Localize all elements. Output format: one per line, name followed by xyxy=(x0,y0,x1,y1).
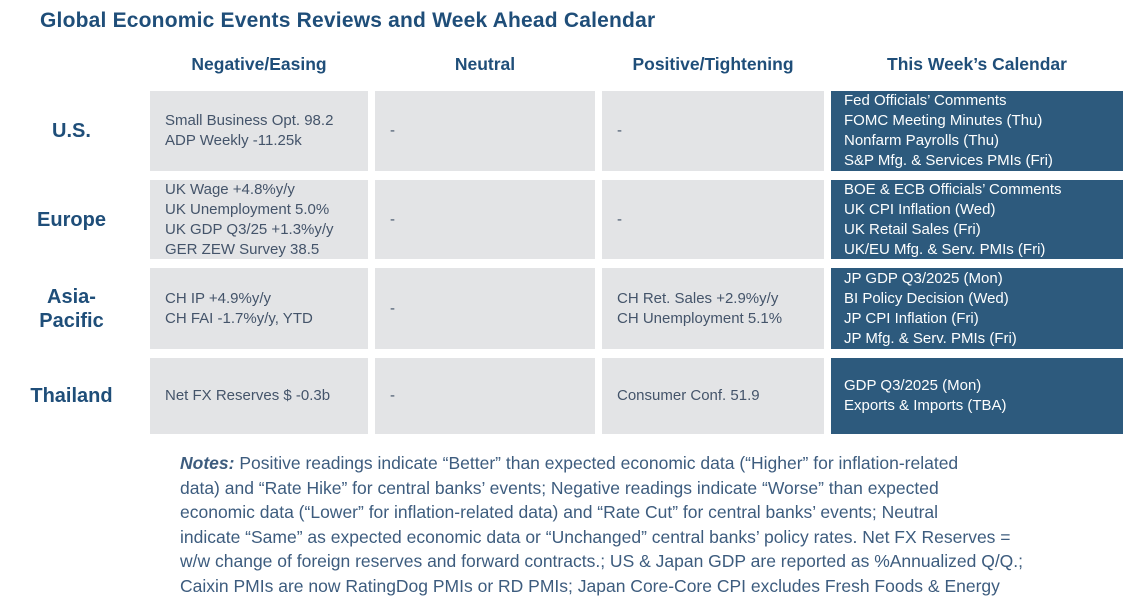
cell-line: Net FX Reserves $ -0.3b xyxy=(165,387,331,404)
cell-thailand-negative: Net FX Reserves $ -0.3b xyxy=(150,358,368,434)
notes-line: Notes: Positive readings indicate “Bette… xyxy=(180,451,1130,476)
notes-line: Caixin PMIs are now RatingDog PMIs or RD… xyxy=(180,575,1000,596)
cell-line: JP GDP Q3/2025 (Mon) xyxy=(844,269,1003,287)
cell-line: - xyxy=(390,387,395,404)
row-label-asia-pacific: Asia- Pacific xyxy=(39,285,104,332)
cell-line: Fed Officials’ Comments xyxy=(844,92,1007,109)
notes-line: w/w change of foreign reserves and forwa… xyxy=(180,551,1024,571)
cell-europe-positive: - xyxy=(602,180,824,259)
cell-line: Exports & Imports (TBA) xyxy=(844,397,1007,414)
cell-line: - xyxy=(390,210,395,228)
cell-line: ADP Weekly -11.25k xyxy=(165,132,302,149)
cell-us-neutral: - xyxy=(375,91,595,171)
column-header-neutral: Neutral xyxy=(454,53,516,74)
cell-line: UK Wage +4.8%y/y xyxy=(165,180,295,198)
cell-line: JP Mfg. & Serv. PMIs (Fri) xyxy=(844,329,1017,347)
row-label-europe: Europe xyxy=(37,208,106,231)
table-corner xyxy=(0,46,143,82)
cell-line: Nonfarm Payrolls (Thu) xyxy=(844,132,1000,149)
cell-us-negative: Small Business Opt. 98.2 ADP Weekly -11.… xyxy=(150,91,368,171)
cell-line: JP CPI Inflation (Fri) xyxy=(844,309,979,327)
cell-thailand-calendar: GDP Q3/2025 (Mon) Exports & Imports (TBA… xyxy=(831,358,1123,434)
row-label-thailand: Thailand xyxy=(30,385,113,407)
notes: Notes: Positive readings indicate “Bette… xyxy=(180,451,1130,598)
cell-asia-pacific-calendar: JP GDP Q3/2025 (Mon) BI Policy Decision … xyxy=(831,268,1123,349)
cell-asia-pacific-negative: CH IP +4.9%y/y CH FAI -1.7%y/y, YTD xyxy=(150,268,368,349)
column-header-negative: Negative/Easing xyxy=(191,53,327,74)
cell-line: Small Business Opt. 98.2 xyxy=(165,112,334,129)
cell-us-calendar: Fed Officials’ Comments FOMC Meeting Min… xyxy=(831,91,1123,171)
cell-line: UK Unemployment 5.0% xyxy=(165,200,330,218)
notes-line: data) and “Rate Hike” for central banks’… xyxy=(180,477,939,498)
column-header-calendar: This Week’s Calendar xyxy=(887,53,1067,74)
notes-line: indicate “Same” as expected economic dat… xyxy=(180,526,1011,547)
cell-line: BI Policy Decision (Wed) xyxy=(844,289,1009,307)
page-title: Global Economic Events Reviews and Week … xyxy=(40,9,656,32)
notes-label: Notes: xyxy=(180,453,235,473)
cell-line: CH FAI -1.7%y/y, YTD xyxy=(165,309,313,327)
cell-line: GDP Q3/2025 (Mon) xyxy=(844,377,982,394)
cell-line: UK Retail Sales (Fri) xyxy=(844,220,981,238)
row-label-us: U.S. xyxy=(52,120,91,142)
cell-thailand-positive: Consumer Conf. 51.9 xyxy=(602,358,824,434)
cell-line: - xyxy=(390,299,395,317)
cell-us-positive: - xyxy=(602,91,824,171)
cell-line: - xyxy=(617,210,622,228)
notes-line: economic data (“Lower” for inflation-rel… xyxy=(180,502,939,522)
cell-line: UK GDP Q3/25 +1.3%y/y xyxy=(165,220,334,238)
cell-line: GER ZEW Survey 38.5 xyxy=(165,240,320,258)
cell-line: Consumer Conf. 51.9 xyxy=(617,387,760,404)
notes-text: Positive readings indicate “Better” than… xyxy=(239,453,959,473)
cell-line: UK/EU Mfg. & Serv. PMIs (Fri) xyxy=(844,240,1046,258)
cell-line: CH Unemployment 5.1% xyxy=(617,309,783,327)
cell-line: BOE & ECB Officials’ Comments xyxy=(844,180,1062,198)
cell-line: FOMC Meeting Minutes (Thu) xyxy=(844,112,1043,129)
cell-europe-calendar: BOE & ECB Officials’ Comments UK CPI Inf… xyxy=(831,180,1123,259)
column-header-positive: Positive/Tightening xyxy=(632,53,794,74)
cell-line: CH Ret. Sales +2.9%y/y xyxy=(617,289,779,307)
cell-line: UK CPI Inflation (Wed) xyxy=(844,200,996,218)
cell-line: - xyxy=(390,122,395,139)
page: Global Economic Events Reviews and Week … xyxy=(0,8,1132,605)
cell-asia-pacific-positive: CH Ret. Sales +2.9%y/y CH Unemployment 5… xyxy=(602,268,824,349)
cell-line: - xyxy=(617,122,622,139)
cell-line: CH IP +4.9%y/y xyxy=(165,289,272,307)
cell-asia-pacific-neutral: - xyxy=(375,268,595,349)
events-table: Negative/Easing Neutral Positive/Tighten… xyxy=(0,46,1132,434)
cell-europe-negative: UK Wage +4.8%y/y UK Unemployment 5.0% UK… xyxy=(150,180,368,259)
cell-line: S&P Mfg. & Services PMIs (Fri) xyxy=(844,152,1053,169)
cell-thailand-neutral: - xyxy=(375,358,595,434)
cell-europe-neutral: - xyxy=(375,180,595,259)
